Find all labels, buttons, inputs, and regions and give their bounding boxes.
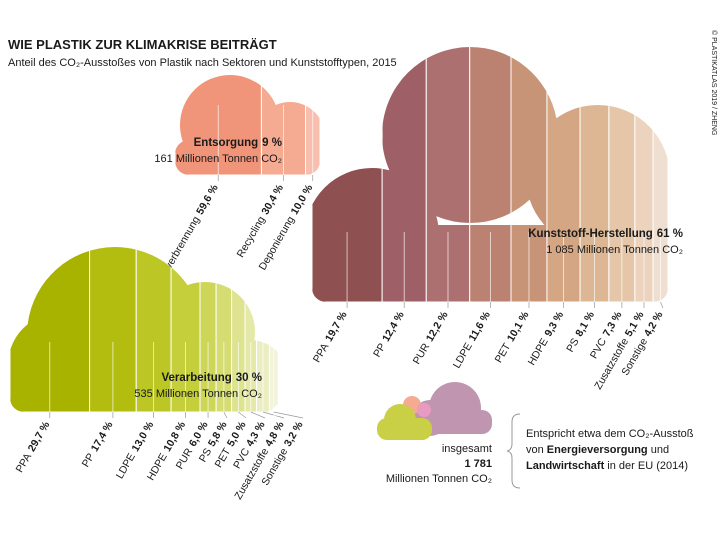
- category-name: PP: [80, 451, 97, 469]
- category-value: 30,4 %: [259, 182, 286, 217]
- cloud-title: Kunststoff-Herstellung 61 %: [528, 228, 683, 240]
- category-value: 4,2 %: [642, 309, 666, 339]
- category-value: 19,7 %: [323, 309, 350, 344]
- cloud-title: Entsorgung 9 %: [194, 137, 282, 149]
- cloud-name: Verarbeitung: [161, 372, 231, 384]
- note-line: Entspricht etwa dem CO₂-Ausstoß: [526, 428, 694, 440]
- category-label: PP12,4 %: [371, 309, 407, 359]
- category-label: Deponierung10,0 %: [257, 182, 316, 272]
- total-icon: [377, 382, 492, 440]
- category-value: 11,6 %: [466, 309, 493, 343]
- note-text: Entspricht etwa dem CO₂-Ausstoß: [526, 428, 694, 440]
- note-bold: Landwirtschaft: [526, 460, 605, 472]
- category-label: PET10,1 %: [493, 309, 532, 365]
- category-name: PET: [493, 341, 514, 365]
- leader-line: [250, 411, 266, 419]
- brace: [506, 413, 521, 489]
- category-label: PPA29,7 %: [14, 419, 53, 475]
- credit: © PLASTIKATLAS 2019 / ZHENG: [710, 30, 718, 135]
- cloud-share: 30 %: [236, 372, 262, 384]
- cloud-subtitle: 1 085 Millionen Tonnen CO₂: [546, 244, 683, 256]
- category-name: LDPE: [451, 341, 475, 371]
- category-value: 7,3 %: [601, 309, 625, 339]
- category-name: HDPE: [145, 451, 170, 482]
- category-value: 12,4 %: [380, 309, 407, 344]
- category-name: Recycling: [235, 214, 268, 260]
- category-value: 8,1 %: [573, 309, 597, 339]
- note-line: von Energieversorgung und: [526, 444, 669, 456]
- total-prefix: insgesamt: [442, 443, 492, 455]
- page-subtitle: Anteil des CO₂-Ausstoßes von Plastik nac…: [8, 57, 397, 69]
- category-name: HDPE: [526, 336, 551, 367]
- leader-line: [660, 301, 664, 309]
- category-value: 3,2 %: [282, 419, 306, 449]
- category-label: LDPE11,6 %: [451, 309, 493, 371]
- leader-line: [238, 411, 247, 419]
- leader-line: [223, 342, 228, 419]
- category-value: 59,6 %: [194, 182, 221, 217]
- note-line: Landwirtschaft in der EU (2014): [526, 460, 688, 472]
- category-name: LDPE: [114, 451, 138, 481]
- leader-line: [660, 232, 664, 309]
- category-name: PUR: [411, 341, 433, 367]
- category-value: 12,2 %: [424, 309, 451, 344]
- category-value: 10,1 %: [505, 309, 532, 344]
- cloud-share: 9 %: [262, 137, 282, 149]
- cloud-title: Verarbeitung 30 %: [161, 372, 262, 384]
- note-bold: Energieversorgung: [547, 444, 648, 456]
- category-label: PUR12,2 %: [411, 309, 451, 367]
- category-name: PPA: [14, 451, 35, 475]
- category-label: HDPE9,3 %: [526, 309, 567, 368]
- leader-line: [273, 411, 304, 419]
- category-value: 29,7 %: [26, 419, 53, 454]
- leader-line: [223, 411, 228, 419]
- category-label: PP17,4 %: [80, 419, 116, 469]
- cloud-subtitle: 161 Millionen Tonnen CO₂: [154, 153, 282, 165]
- page-title: WIE PLASTIK ZUR KLIMAKRISE BEITRÄGT: [8, 37, 277, 52]
- leader-line: [237, 342, 247, 419]
- cloud-subtitle: 535 Millionen Tonnen CO₂: [134, 388, 262, 400]
- category-name: PUR: [174, 446, 196, 472]
- category-value: 17,4 %: [89, 419, 116, 454]
- leader-line: [250, 342, 266, 419]
- note-text: in der EU (2014): [604, 460, 688, 472]
- category-name: PVC: [588, 336, 609, 361]
- category-name: PPA: [311, 341, 332, 365]
- cloud-share: 61 %: [657, 228, 683, 240]
- category-name: PS: [197, 446, 214, 464]
- category-name: PS: [564, 336, 581, 354]
- category-label: PPA19,7 %: [311, 309, 350, 365]
- category-value: 9,3 %: [542, 309, 566, 339]
- total-value: 1 781: [464, 458, 492, 470]
- note-text: von: [526, 444, 547, 456]
- category-value: 13,0 %: [130, 419, 157, 454]
- cloud-name: Kunststoff-Herstellung: [528, 228, 653, 240]
- leader-line: [262, 342, 285, 419]
- note-text: und: [648, 444, 669, 456]
- leader-line: [273, 342, 304, 419]
- category-name: PP: [371, 341, 388, 359]
- cloud-name: Entsorgung: [194, 137, 259, 149]
- total-unit: Millionen Tonnen CO₂: [386, 473, 492, 485]
